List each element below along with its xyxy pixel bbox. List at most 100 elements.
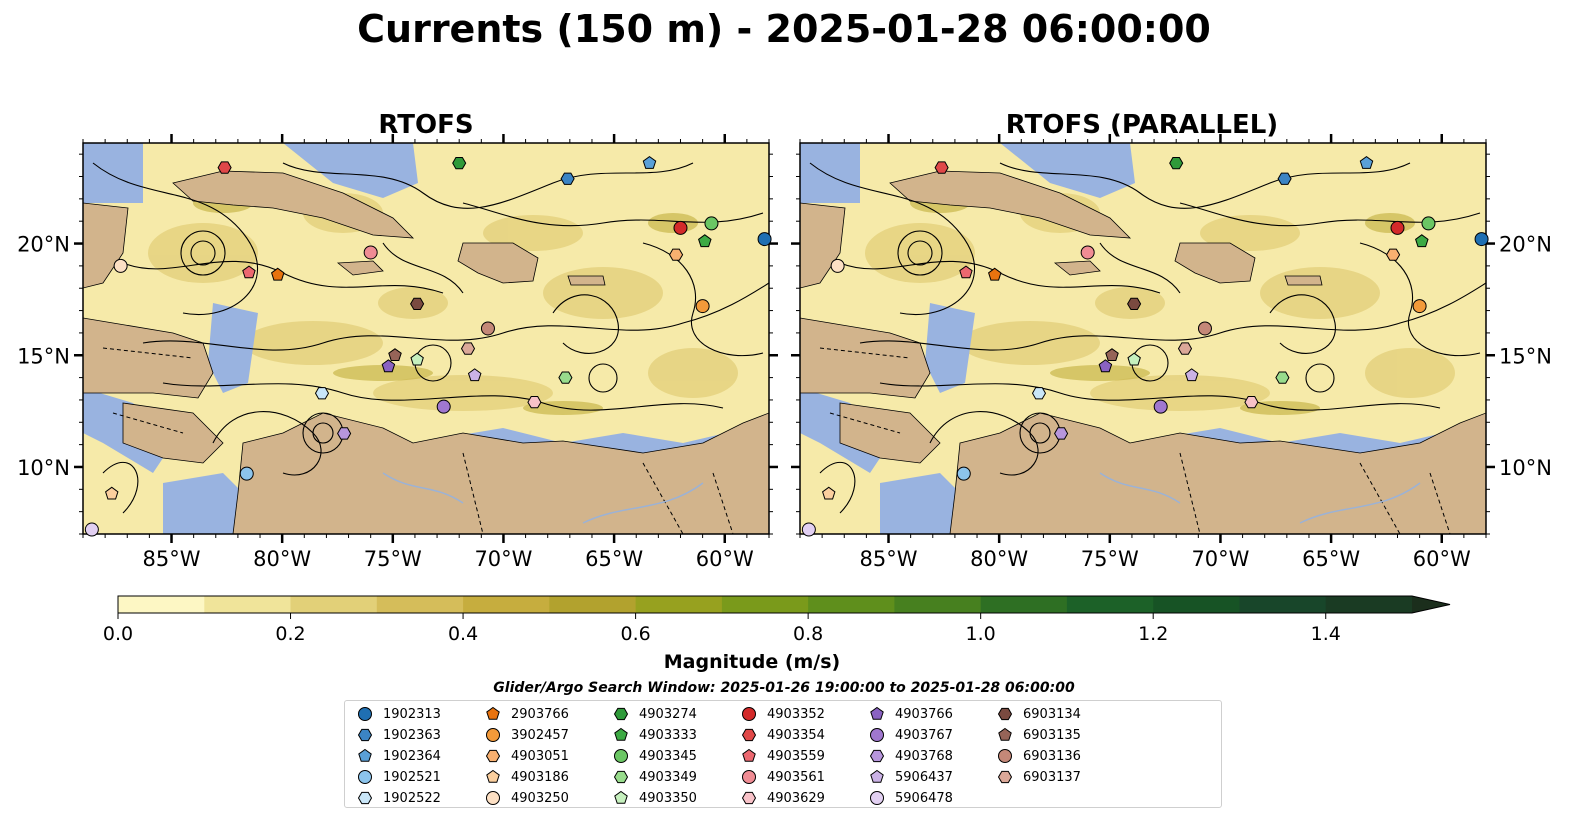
- x-tick-label: 70°W: [1191, 547, 1249, 571]
- legend-label: 4903186: [511, 769, 569, 785]
- legend-item-4903186: 4903186: [483, 768, 569, 786]
- float-marker-4903186: [822, 486, 836, 500]
- map-frame-rtofs-parallel: [799, 142, 1487, 535]
- float-marker-5906478: [801, 522, 816, 537]
- legend-label: 2903766: [511, 706, 569, 722]
- legend-item-3902457: 3902457: [483, 726, 569, 744]
- legend-label: 4903274: [639, 706, 697, 722]
- float-marker-4903345: [1421, 216, 1436, 231]
- colorbar: 0.0 0.2 0.4 0.6 0.8 1.0 1.2 1.4 Magnitude (m/s): [103, 595, 1451, 673]
- float-marker-1902364: [1359, 155, 1374, 169]
- float-marker-5906437: [1184, 368, 1199, 382]
- float-marker-4903352: [673, 220, 688, 235]
- circle-marker-icon: [486, 791, 500, 805]
- legend-item-1902313: 1902313: [355, 705, 441, 723]
- y-tick-label: 10°N: [17, 456, 70, 480]
- pentagon-marker-icon: [870, 769, 884, 783]
- legend-item-1902364: 1902364: [355, 747, 441, 765]
- legend-item-4903333: 4903333: [611, 726, 697, 744]
- y-tick-label: 10°N: [1499, 456, 1552, 480]
- legend-label: 4903051: [511, 748, 569, 764]
- float-marker-4903354: [217, 161, 232, 174]
- float-marker-4903345: [704, 216, 719, 231]
- legend-label: 5906437: [895, 769, 953, 785]
- legend-item-6903135: 6903135: [995, 726, 1081, 744]
- hexagon-marker-icon: [613, 707, 629, 721]
- x-tick-label: 80°W: [253, 547, 311, 571]
- float-marker-3902457: [1412, 299, 1427, 314]
- pentagon-marker-icon: [742, 748, 756, 762]
- float-marker-3902457: [695, 299, 710, 314]
- float-marker-6903137: [460, 342, 476, 355]
- circle-marker-icon: [870, 728, 884, 742]
- colorbar-cell: [1412, 596, 1450, 613]
- x-tick-label: 60°W: [1413, 547, 1471, 571]
- colorbar-tick-label: 1.4: [1311, 623, 1341, 645]
- legend-label: 1902521: [383, 769, 441, 785]
- legend: 1902313 1902363 1902364 1902521 1902522 29037…: [344, 700, 1222, 808]
- legend-label: 1902313: [383, 706, 441, 722]
- x-tick-label: 65°W: [1302, 547, 1360, 571]
- legend-item-4903345: 4903345: [611, 747, 697, 765]
- float-marker-4903274: [452, 157, 467, 170]
- float-marker-4903350: [410, 352, 424, 366]
- x-tick-label: 80°W: [970, 547, 1028, 571]
- colorbar-cell: [1325, 596, 1413, 613]
- legend-label: 6903136: [1023, 748, 1081, 764]
- circle-marker-icon: [742, 770, 756, 784]
- hexagon-marker-icon: [741, 791, 757, 805]
- colorbar-tick-label: 0.4: [448, 623, 478, 645]
- hexagon-marker-icon: [997, 707, 1013, 721]
- pentagon-marker-icon: [486, 769, 500, 783]
- colorbar-cell: [1239, 596, 1327, 613]
- hexagon-marker-icon: [997, 770, 1013, 784]
- legend-item-1902521: 1902521: [355, 768, 441, 786]
- float-marker-6903134: [410, 297, 425, 310]
- float-marker-4903333: [1415, 234, 1429, 248]
- map-frame-rtofs: [82, 142, 770, 535]
- circle-marker-icon: [998, 749, 1012, 763]
- legend-label: 4903629: [767, 790, 825, 806]
- float-marker-1902363: [1277, 172, 1292, 185]
- legend-label: 4903352: [767, 706, 825, 722]
- y-tick-label: 20°N: [17, 233, 70, 257]
- legend-item-4903561: 4903561: [739, 768, 825, 786]
- legend-label: 4903766: [895, 706, 953, 722]
- float-marker-1902364: [642, 155, 657, 169]
- circle-marker-icon: [358, 707, 372, 721]
- hexagon-marker-icon: [357, 728, 373, 742]
- floats-rtofs-parallel: [801, 155, 1489, 537]
- legend-item-4903767: 4903767: [867, 726, 953, 744]
- float-marker-6903134: [1127, 297, 1142, 310]
- panel-rtofs-parallel: RTOFS (PARALLEL) 85°W 80°W 75°W 70°W 65°W 60°…: [791, 110, 1552, 571]
- float-marker-4903354: [934, 161, 949, 174]
- x-tick-label: 75°W: [364, 547, 422, 571]
- float-marker-4903559: [242, 265, 256, 279]
- ticks-rtofs-parallel: 85°W 80°W 75°W 70°W 65°W 60°W 20°N 15°N 10°N: [791, 134, 1552, 571]
- float-marker-4903768: [337, 427, 352, 440]
- legend-item-4903352: 4903352: [739, 705, 825, 723]
- float-marker-6903135: [1105, 348, 1119, 361]
- legend-item-6903137: 6903137: [995, 768, 1081, 786]
- colorbar-tick-label: 0.8: [793, 623, 823, 645]
- colorbar-cell: [980, 596, 1068, 613]
- float-marker-4903561: [1080, 245, 1095, 260]
- float-marker-4903274: [1169, 157, 1184, 170]
- legend-label: 6903137: [1023, 769, 1081, 785]
- x-tick-label: 60°W: [696, 547, 754, 571]
- x-tick-label: 70°W: [474, 547, 532, 571]
- x-tick-label: 85°W: [143, 547, 201, 571]
- float-marker-6903137: [1177, 342, 1193, 355]
- colorbar-cell: [721, 596, 809, 613]
- legend-label: 6903135: [1023, 727, 1081, 743]
- hexagon-marker-icon: [741, 728, 757, 742]
- float-marker-1902522: [1031, 387, 1047, 400]
- legend-item-4903354: 4903354: [739, 726, 825, 744]
- legend-label: 4903561: [767, 769, 825, 785]
- hexagon-marker-icon: [869, 749, 885, 763]
- colorbar-cell: [463, 596, 550, 613]
- map-rtofs-parallel: [800, 143, 1486, 534]
- legend-item-4903250: 4903250: [483, 789, 569, 807]
- legend-item-4903768: 4903768: [867, 747, 953, 765]
